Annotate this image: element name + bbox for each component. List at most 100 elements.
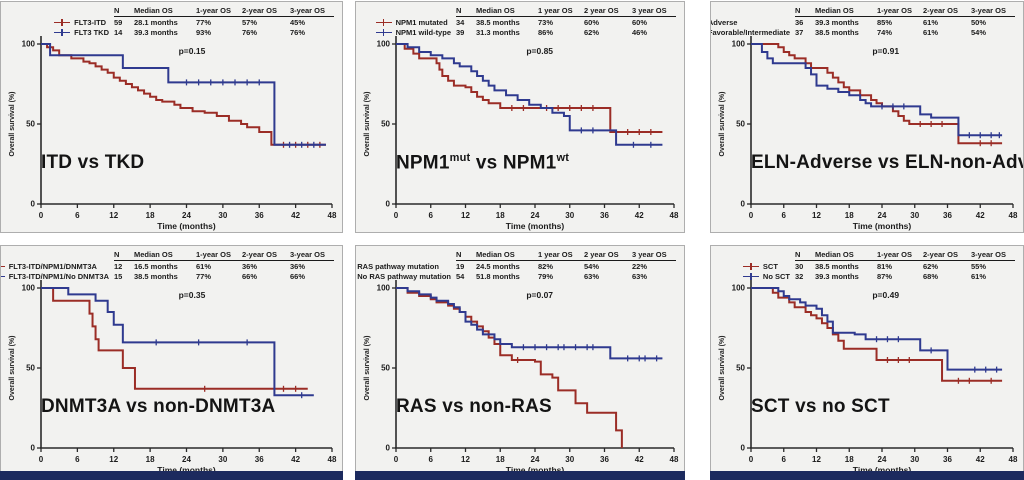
stats-header-4: 3-year OS xyxy=(290,6,334,17)
stats-header-2: 1-year OS xyxy=(877,6,923,17)
km-curve-flt3-itd-npm1-dnmt3a xyxy=(41,287,308,390)
km-line-marker-icon xyxy=(742,273,759,280)
series-name: No SCT xyxy=(762,272,790,281)
x-tick-label: 36 xyxy=(943,211,952,220)
stats-table: N Median OS 1 year OS 2 year OS 3 year OS RAS… xyxy=(356,250,676,281)
legend-item: Favorable/Intermediate xyxy=(711,27,795,37)
x-tick-label: 6 xyxy=(75,455,80,464)
stats-header-1: Median OS xyxy=(134,6,196,17)
series-median-os: 16.5 months xyxy=(134,262,178,271)
stats-header-0: N xyxy=(114,6,134,17)
series-name: NPM1 wild-type xyxy=(395,28,451,37)
stats-header-1: Median OS xyxy=(476,6,538,17)
x-tick-label: 24 xyxy=(531,211,540,220)
series-3y-os: 66% xyxy=(290,272,306,281)
y-axis-label: Overall survival (%) xyxy=(9,336,16,401)
x-tick-label: 48 xyxy=(328,211,337,220)
km-panel: 0 6 12 18 24 30 36 42 48 0 50 100 Time (months) Overa… xyxy=(0,245,343,477)
series-median-os: 24.5 months xyxy=(476,262,520,271)
series-3y-os: 46% xyxy=(632,28,648,37)
km-curve-no-ras-pathway-mutation xyxy=(396,287,663,360)
series-n: 15 xyxy=(114,272,123,281)
km-line-marker-icon xyxy=(375,29,392,36)
stats-header-3: 2-year OS xyxy=(242,6,290,17)
x-tick-label: 42 xyxy=(635,455,644,464)
p-value: p=0.85 xyxy=(526,46,554,56)
stats-header-1: Median OS xyxy=(815,6,877,17)
km-curve-adverse xyxy=(751,43,1003,145)
y-tick-label: 100 xyxy=(377,284,391,293)
legend-item: No RAS pathway mutation xyxy=(356,271,456,281)
series-name: FLT3 TKD xyxy=(74,28,109,37)
y-tick-label: 0 xyxy=(31,200,36,209)
km-curve-favorable-intermediate xyxy=(751,43,1003,137)
y-axis-label: Overall survival (%) xyxy=(364,92,371,157)
series-name: No RAS pathway mutation xyxy=(357,272,451,281)
x-tick-label: 0 xyxy=(39,211,44,220)
x-tick-label: 0 xyxy=(39,455,44,464)
x-tick-label: 30 xyxy=(565,211,574,220)
x-tick-label: 30 xyxy=(910,455,919,464)
x-tick-label: 18 xyxy=(845,211,854,220)
stats-header-spacer xyxy=(743,250,795,261)
series-1y-os: 74% xyxy=(877,28,893,37)
series-n: 34 xyxy=(456,18,465,27)
x-tick-label: 48 xyxy=(1009,211,1018,220)
panel-title: DNMT3A vs non-DNMT3A xyxy=(41,396,275,418)
x-tick-label: 0 xyxy=(394,455,399,464)
stats-header-3: 2 year OS xyxy=(584,250,632,261)
x-tick-label: 36 xyxy=(943,455,952,464)
y-axis-label: Overall survival (%) xyxy=(364,336,371,401)
x-axis-label: Time (months) xyxy=(853,465,912,475)
x-tick-label: 12 xyxy=(812,455,821,464)
panel-title: NPM1mut vs NPM1wt xyxy=(396,152,569,174)
stats-header-1: Median OS xyxy=(815,250,877,261)
series-3y-os: 55% xyxy=(971,262,987,271)
stats-header-4: 3 year OS xyxy=(632,250,676,261)
y-tick-label: 0 xyxy=(741,200,746,209)
y-axis-label: Overall survival (%) xyxy=(719,336,726,401)
x-tick-label: 24 xyxy=(182,455,191,464)
x-tick-label: 36 xyxy=(600,211,609,220)
stats-header-2: 1-year OS xyxy=(877,250,923,261)
km-panel: 0 6 12 18 24 30 36 42 48 0 50 100 Time (months) Overa… xyxy=(710,1,1024,233)
km-curve-flt3-itd xyxy=(41,43,326,146)
km-line-marker-icon xyxy=(375,19,392,26)
series-median-os: 39.3 months xyxy=(815,18,859,27)
series-median-os: 28.1 months xyxy=(134,18,178,27)
legend-item: FLT3-ITD xyxy=(54,17,114,27)
legend-item: Adverse xyxy=(710,17,795,27)
x-tick-label: 30 xyxy=(565,455,574,464)
series-n: 19 xyxy=(456,262,465,271)
stats-table: N Median OS 1-year OS 2-year OS 3-year OS SCT… xyxy=(742,250,1015,281)
stats-header-3: 2-year OS xyxy=(923,6,971,17)
series-2y-os: 68% xyxy=(923,272,939,281)
series-3y-os: 60% xyxy=(632,18,648,27)
panel-title-part: DNMT3A vs non-DNMT3A xyxy=(41,396,276,417)
x-tick-label: 42 xyxy=(635,211,644,220)
series-1y-os: 61% xyxy=(196,262,212,271)
p-value: p=0.35 xyxy=(178,290,206,300)
km-panel: 0 6 12 18 24 30 36 42 48 0 50 100 Time (months) Overa… xyxy=(0,1,343,233)
series-2y-os: 61% xyxy=(923,18,939,27)
series-2y-os: 57% xyxy=(242,18,258,27)
x-tick-label: 0 xyxy=(749,211,754,220)
stats-header-spacer xyxy=(711,6,795,17)
stats-header-0: N xyxy=(456,6,476,17)
x-tick-label: 48 xyxy=(670,455,679,464)
y-axis-label: Overall survival (%) xyxy=(9,92,16,157)
x-tick-label: 18 xyxy=(146,211,155,220)
stats-header-4: 3 year OS xyxy=(632,6,676,17)
bottom-navy-bar xyxy=(0,471,343,480)
series-1y-os: 77% xyxy=(196,272,212,281)
series-median-os: 39.3 months xyxy=(134,28,178,37)
panel-title: ELN-Adverse vs ELN-non-Adverse xyxy=(751,152,1023,174)
stats-header-2: 1-year OS xyxy=(196,250,242,261)
series-n: 59 xyxy=(114,18,123,27)
p-value: p=0.15 xyxy=(178,46,206,56)
x-tick-label: 48 xyxy=(670,211,679,220)
km-curve-ras-pathway-mutation xyxy=(396,287,623,448)
series-2y-os: 63% xyxy=(584,272,600,281)
series-name: Adverse xyxy=(710,18,738,27)
